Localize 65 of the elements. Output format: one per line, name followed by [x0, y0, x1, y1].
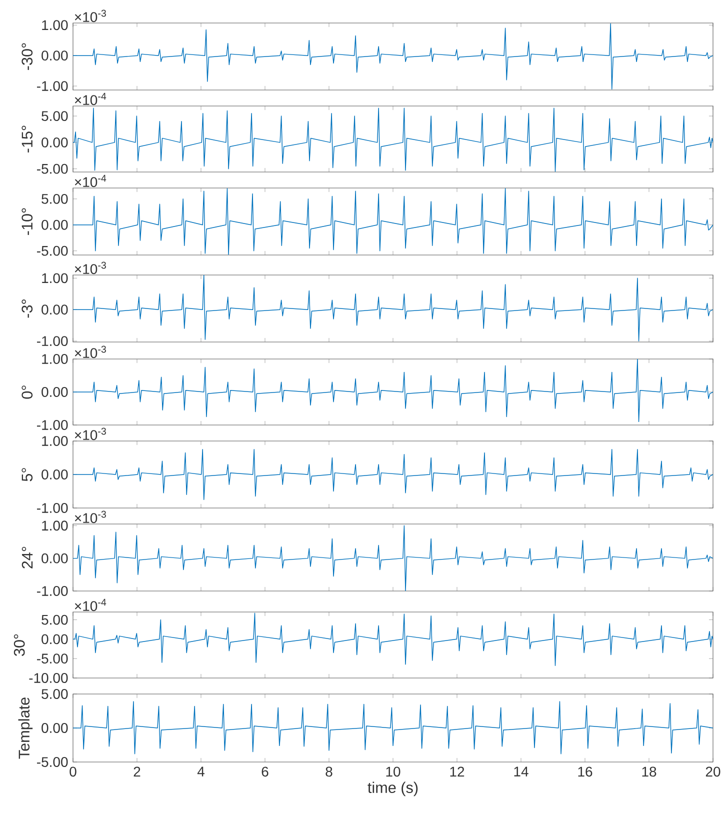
y-tick-label: 0.00: [42, 137, 68, 148]
x-tick-label: 0: [70, 766, 76, 777]
y-tick-label: 0.00: [42, 220, 68, 230]
y-tick-label: -1.00: [37, 336, 68, 346]
text: ×10$^{-3}$: [74, 10, 106, 22]
y-tick-label: -10.00: [29, 673, 68, 683]
text: ×10$^{-4}$: [74, 92, 106, 106]
x-tick-label: 6: [262, 766, 268, 777]
y-tick-label: 0.00: [42, 634, 68, 644]
y-tick-label: 0.00: [42, 304, 68, 315]
x-axis-title: time (s): [368, 782, 418, 796]
y-tick-label: 0.00: [42, 723, 68, 733]
y-tick-label: -1.00: [37, 81, 68, 91]
y-axis-title: 5°: [22, 468, 33, 482]
y-axis-title: Template: [18, 698, 33, 759]
y-axis-title: 30°: [14, 634, 25, 656]
text: ×10$^{-3}$: [74, 262, 106, 274]
y-tick-label: 1.00: [42, 436, 68, 446]
text: ×10$^{-3}$: [74, 428, 106, 440]
y-tick-label: -1.00: [37, 420, 68, 430]
y-tick-label: -5.00: [37, 654, 68, 664]
line-series: [73, 188, 713, 255]
line-series: [73, 274, 713, 342]
y-tick-label: 1.00: [42, 20, 68, 30]
x-tick-label: 2: [134, 766, 140, 776]
x-tick-label: 18: [642, 766, 656, 777]
x-tick-label: 14: [514, 766, 528, 776]
y-tick-label: -5.00: [37, 246, 68, 256]
y-axis-title: -15°: [22, 126, 33, 152]
y-tick-label: -1.00: [37, 503, 68, 513]
y-tick-label: 1.00: [42, 354, 68, 364]
y-tick-label: -5.00: [37, 164, 68, 174]
x-tick-label: 20: [706, 766, 720, 777]
y-tick-label: 5.00: [42, 111, 68, 121]
y-axis-title: -30°: [22, 43, 33, 70]
x-tick-label: 12: [450, 766, 464, 776]
x-tick-label: 16: [578, 766, 592, 777]
line-series: [73, 612, 713, 666]
x-tick-label: 4: [197, 766, 204, 776]
y-axis-title: 0°: [22, 386, 33, 399]
y-tick-label: 1.00: [42, 273, 68, 284]
y-tick-label: 1.00: [42, 520, 68, 531]
line-series: [73, 23, 713, 90]
text: ×10$^{-3}$: [74, 510, 106, 524]
y-tick-label: 0.00: [42, 553, 68, 564]
y-axis-title: -10°: [22, 208, 33, 235]
y-tick-label: 5.00: [42, 194, 68, 204]
text: ×10$^{-4}$: [74, 174, 106, 188]
text: ×10$^{-3}$: [74, 346, 106, 358]
y-axis-title: -3°: [22, 300, 33, 318]
y-tick-label: 0.00: [42, 470, 68, 480]
line-series: [73, 108, 713, 172]
y-tick-label: -5.00: [37, 757, 68, 767]
x-tick-label: 10: [386, 766, 400, 777]
line-series: [73, 449, 713, 500]
y-tick-label: 0.00: [42, 387, 68, 397]
line-series: [73, 358, 713, 422]
y-tick-label: -1.00: [37, 586, 68, 596]
y-tick-label: 5.00: [42, 689, 68, 699]
y-axis-title: 24°: [22, 546, 33, 568]
x-tick-label: 8: [326, 766, 332, 777]
y-tick-label: 5.00: [42, 614, 68, 625]
line-series: [73, 701, 713, 754]
text: ×10$^{-4}$: [74, 598, 106, 612]
y-tick-label: 0.00: [42, 50, 68, 61]
